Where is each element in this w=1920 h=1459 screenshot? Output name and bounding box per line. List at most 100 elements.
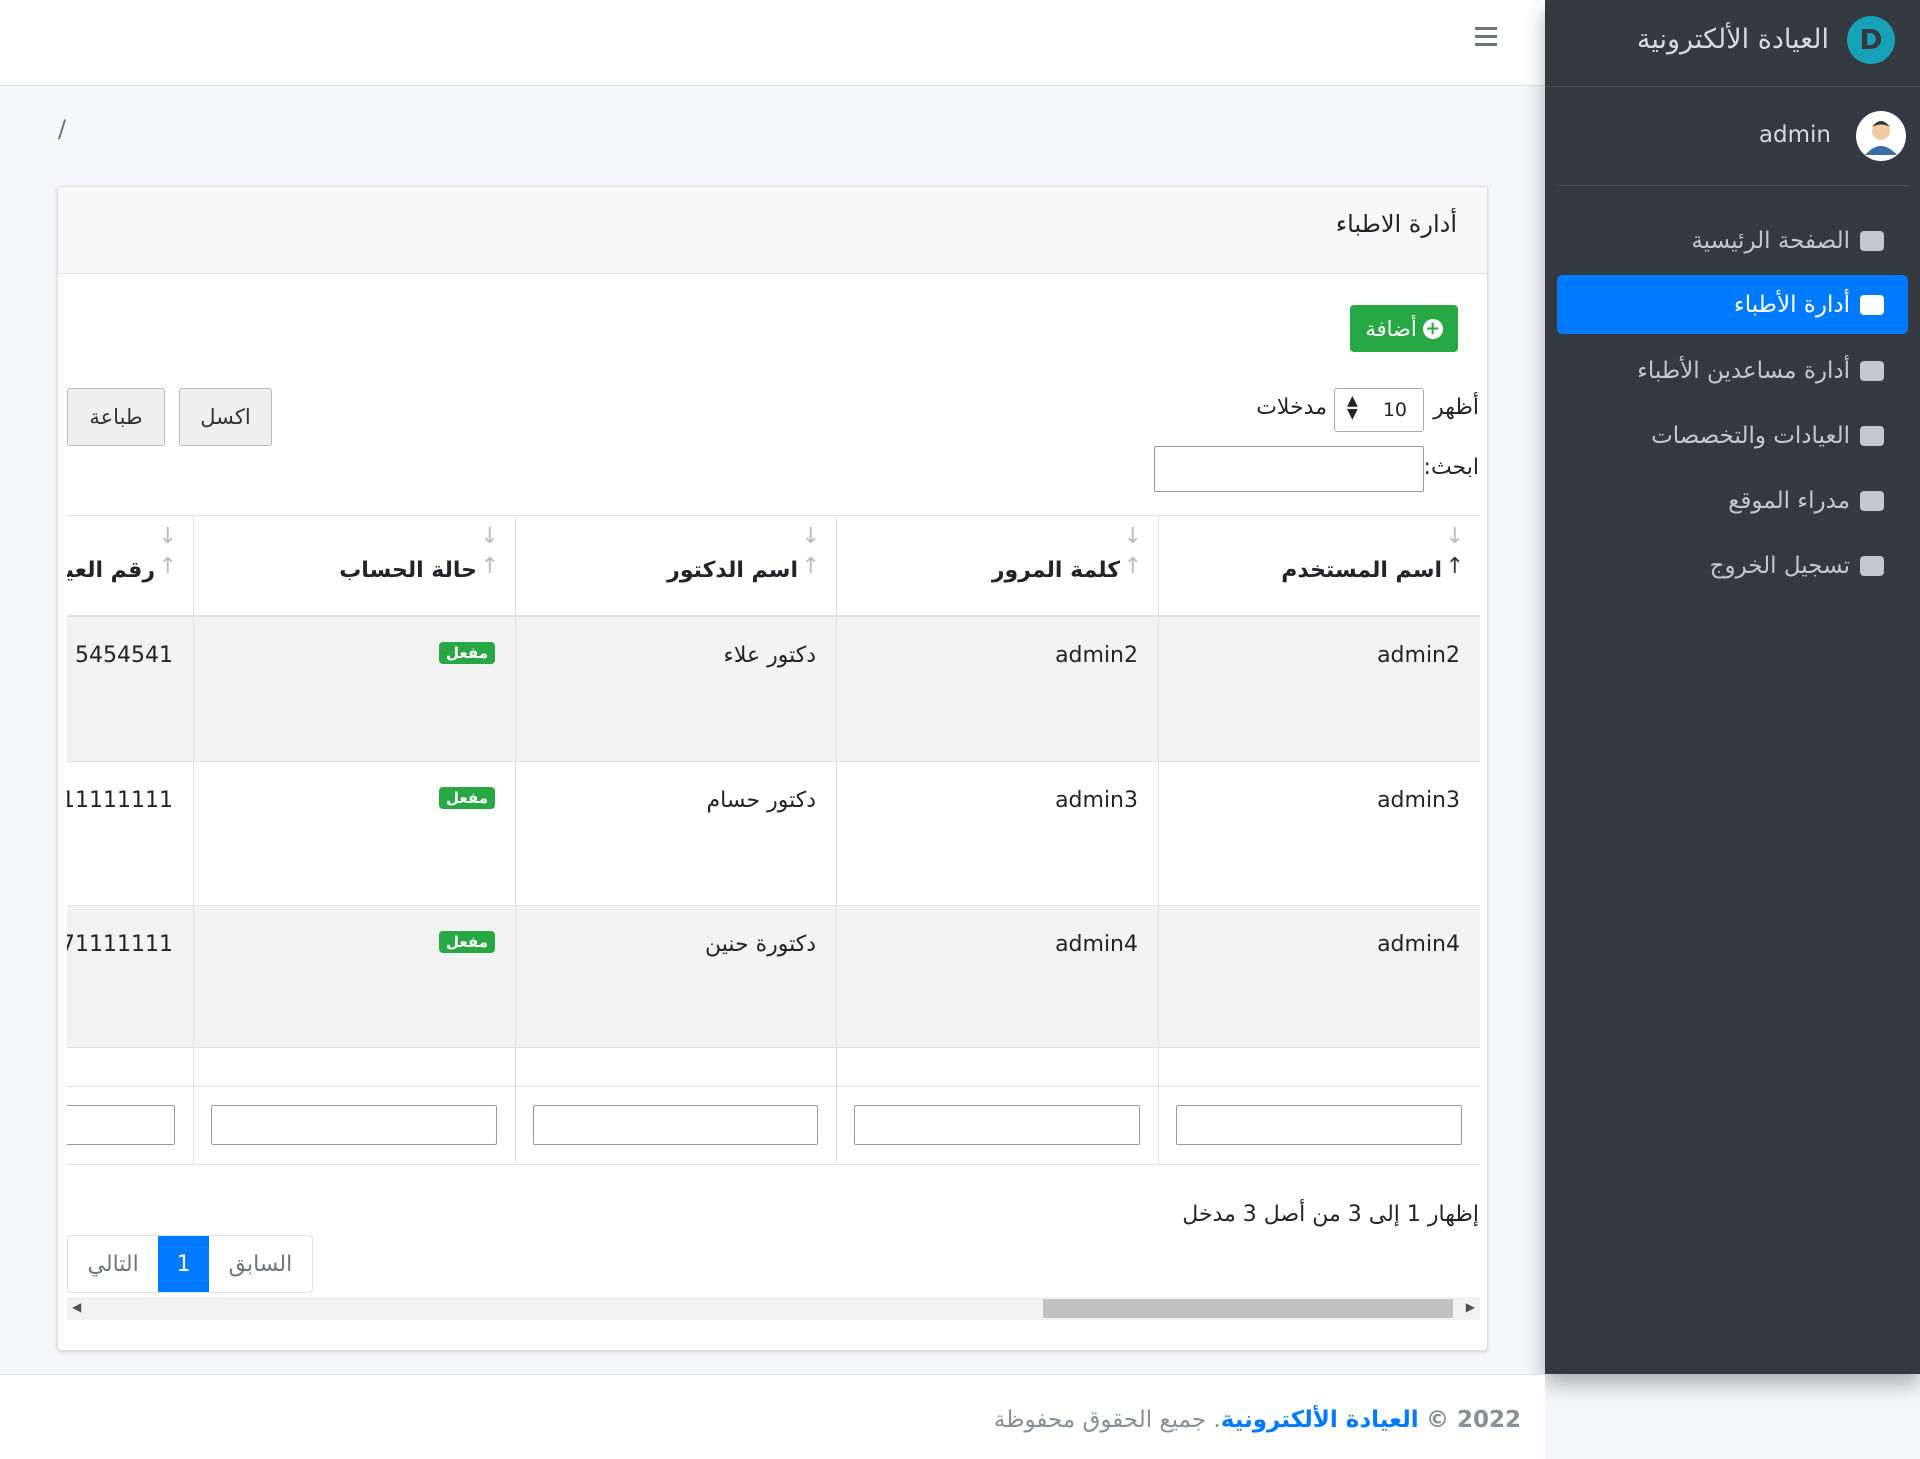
empty-cell bbox=[1158, 1048, 1480, 1087]
filter-cell bbox=[193, 1087, 515, 1165]
table-cell: admin4 bbox=[836, 906, 1158, 1048]
card-header: أدارة الاطباء bbox=[58, 187, 1487, 274]
brand-logo: D bbox=[1847, 16, 1895, 64]
column-header[interactable]: حالة الحساب ↓ ↑ bbox=[193, 516, 515, 617]
nav-label: العيادات والتخصصات bbox=[1651, 422, 1850, 449]
column-filter[interactable] bbox=[211, 1105, 497, 1145]
footer: © 2022 العيادة الألكترونية. جميع الحقوق … bbox=[0, 1374, 1545, 1459]
scrollbar[interactable]: ◀ ▶ bbox=[67, 1297, 1480, 1320]
print-button[interactable]: طباعة bbox=[67, 388, 165, 446]
card: أدارة الاطباء + أضافة أظهر 10 ▲ ▼ مدخلات … bbox=[57, 186, 1488, 1351]
navbar bbox=[0, 0, 1545, 86]
status-badge: مفعل bbox=[439, 931, 495, 953]
cell-text: admin4 bbox=[1055, 932, 1138, 957]
table-cell: admin4 bbox=[1158, 906, 1480, 1048]
length-value: 10 bbox=[1382, 399, 1407, 421]
cell-text: دكتور حسام bbox=[706, 788, 816, 813]
table-info: إظهار 1 إلى 3 من أصل 3 مدخل bbox=[1182, 1202, 1479, 1227]
excel-button[interactable]: اكسل bbox=[179, 388, 272, 446]
nav-item[interactable]: العيادات والتخصصات bbox=[1557, 406, 1908, 465]
filter-cell bbox=[1158, 1087, 1480, 1165]
column-header[interactable]: رقم العيا ↓ ↑ bbox=[67, 516, 193, 617]
table-cell: 5454541 bbox=[67, 617, 193, 762]
empty-cell bbox=[836, 1048, 1158, 1087]
filter-cell bbox=[67, 1087, 193, 1165]
empty-cell bbox=[193, 1048, 515, 1087]
add-label: أضافة bbox=[1365, 316, 1417, 341]
sort-up: ↑ bbox=[158, 554, 177, 579]
length-entries: مدخلات bbox=[1256, 395, 1327, 420]
nav-icon bbox=[1860, 490, 1884, 511]
column-filter[interactable] bbox=[67, 1105, 175, 1145]
status-badge: مفعل bbox=[439, 642, 495, 664]
nav-icon bbox=[1860, 555, 1884, 576]
card-title: أدارة الاطباء bbox=[1335, 210, 1457, 238]
cell-text: دكتورة حنين bbox=[704, 932, 816, 957]
table-cell: 11111111 bbox=[67, 762, 193, 906]
nav-item[interactable]: تسجيل الخروج bbox=[1557, 536, 1908, 595]
next-button[interactable]: التالي bbox=[87, 1251, 139, 1277]
menu-toggle[interactable] bbox=[1475, 26, 1499, 48]
filter-cell bbox=[836, 1087, 1158, 1165]
column-filter[interactable] bbox=[854, 1105, 1140, 1145]
cell-text: admin4 bbox=[1377, 932, 1460, 957]
sort-down: ↓ bbox=[1445, 524, 1464, 549]
cell-text: 11111111 bbox=[67, 788, 173, 813]
nav-item[interactable]: مدراء الموقع bbox=[1557, 471, 1908, 530]
nav-icon bbox=[1860, 294, 1884, 315]
nav-icon bbox=[1860, 425, 1884, 446]
nav-label: مدراء الموقع bbox=[1728, 487, 1850, 514]
nav-item[interactable]: أدارة الأطباء bbox=[1557, 275, 1908, 334]
sort-up: ↑ bbox=[480, 554, 499, 579]
table-cell: مفعل bbox=[193, 906, 515, 1048]
previous-button[interactable]: السابق bbox=[228, 1251, 293, 1277]
table-cell: admin3 bbox=[1158, 762, 1480, 906]
sort-down: ↓ bbox=[1123, 524, 1142, 549]
header-label: رقم العيا bbox=[67, 558, 155, 583]
cell-text: دكتور علاء bbox=[723, 643, 817, 668]
sort-up: ↑ bbox=[1445, 554, 1464, 579]
sort-up: ↑ bbox=[801, 554, 820, 579]
table-cell: admin2 bbox=[1158, 617, 1480, 762]
nav-item[interactable]: أدارة مساعدين الأطباء bbox=[1557, 341, 1908, 400]
table-cell: دكتورة حنين bbox=[515, 906, 836, 1048]
breadcrumb: / bbox=[58, 115, 67, 143]
empty-cell bbox=[515, 1048, 836, 1087]
header-label: حالة الحساب bbox=[339, 558, 477, 583]
page-button[interactable]: 1 bbox=[158, 1236, 209, 1292]
search-label: ابحث: bbox=[1423, 455, 1479, 480]
column-filter[interactable] bbox=[1176, 1105, 1462, 1145]
nav-label: أدارة الأطباء bbox=[1733, 291, 1850, 318]
user-avatar bbox=[1856, 111, 1906, 161]
table-cell: مفعل bbox=[193, 762, 515, 906]
header-label: كلمة المرور bbox=[991, 558, 1120, 583]
brand-text[interactable]: العيادة الألكترونية bbox=[1636, 24, 1829, 55]
cell-text: 5454541 bbox=[75, 643, 173, 668]
nav-label: أدارة مساعدين الأطباء bbox=[1637, 357, 1850, 384]
footer-text: © 2022 العيادة الألكترونية. جميع الحقوق … bbox=[994, 1407, 1521, 1433]
column-filter[interactable] bbox=[533, 1105, 818, 1145]
add-button[interactable]: + أضافة bbox=[1350, 305, 1458, 352]
scrollbar-thumb[interactable] bbox=[1043, 1299, 1453, 1318]
nav-item[interactable]: الصفحة الرئيسية bbox=[1557, 211, 1908, 270]
length-select[interactable]: 10 ▲ ▼ bbox=[1334, 388, 1424, 432]
column-header[interactable]: اسم الدكتور ↓ ↑ bbox=[515, 516, 836, 617]
pagination: السابق 1 التالي bbox=[67, 1235, 313, 1293]
cell-text: admin3 bbox=[1055, 788, 1138, 813]
user-name[interactable]: admin bbox=[1758, 122, 1831, 148]
cell-text: admin2 bbox=[1377, 643, 1460, 668]
table-cell: 71111111 bbox=[67, 906, 193, 1048]
sort-down: ↓ bbox=[801, 524, 820, 549]
table-cell: admin2 bbox=[836, 617, 1158, 762]
footer-brand[interactable]: العيادة الألكترونية bbox=[1220, 1407, 1419, 1433]
search-input[interactable] bbox=[1154, 446, 1424, 492]
table: اسم المستخدم ↓ ↑ كلمة المرور ↓ ↑ اسم الدكتور ↓ ↑… bbox=[67, 515, 1480, 1165]
column-header[interactable]: كلمة المرور ↓ ↑ bbox=[836, 516, 1158, 617]
header-label: اسم المستخدم bbox=[1281, 558, 1442, 583]
nav-label: تسجيل الخروج bbox=[1709, 552, 1850, 579]
table-cell: admin3 bbox=[836, 762, 1158, 906]
status-badge: مفعل bbox=[439, 787, 495, 809]
sort-down: ↓ bbox=[480, 524, 499, 549]
column-header[interactable]: اسم المستخدم ↓ ↑ bbox=[1158, 516, 1480, 617]
cell-text: admin3 bbox=[1377, 788, 1460, 813]
